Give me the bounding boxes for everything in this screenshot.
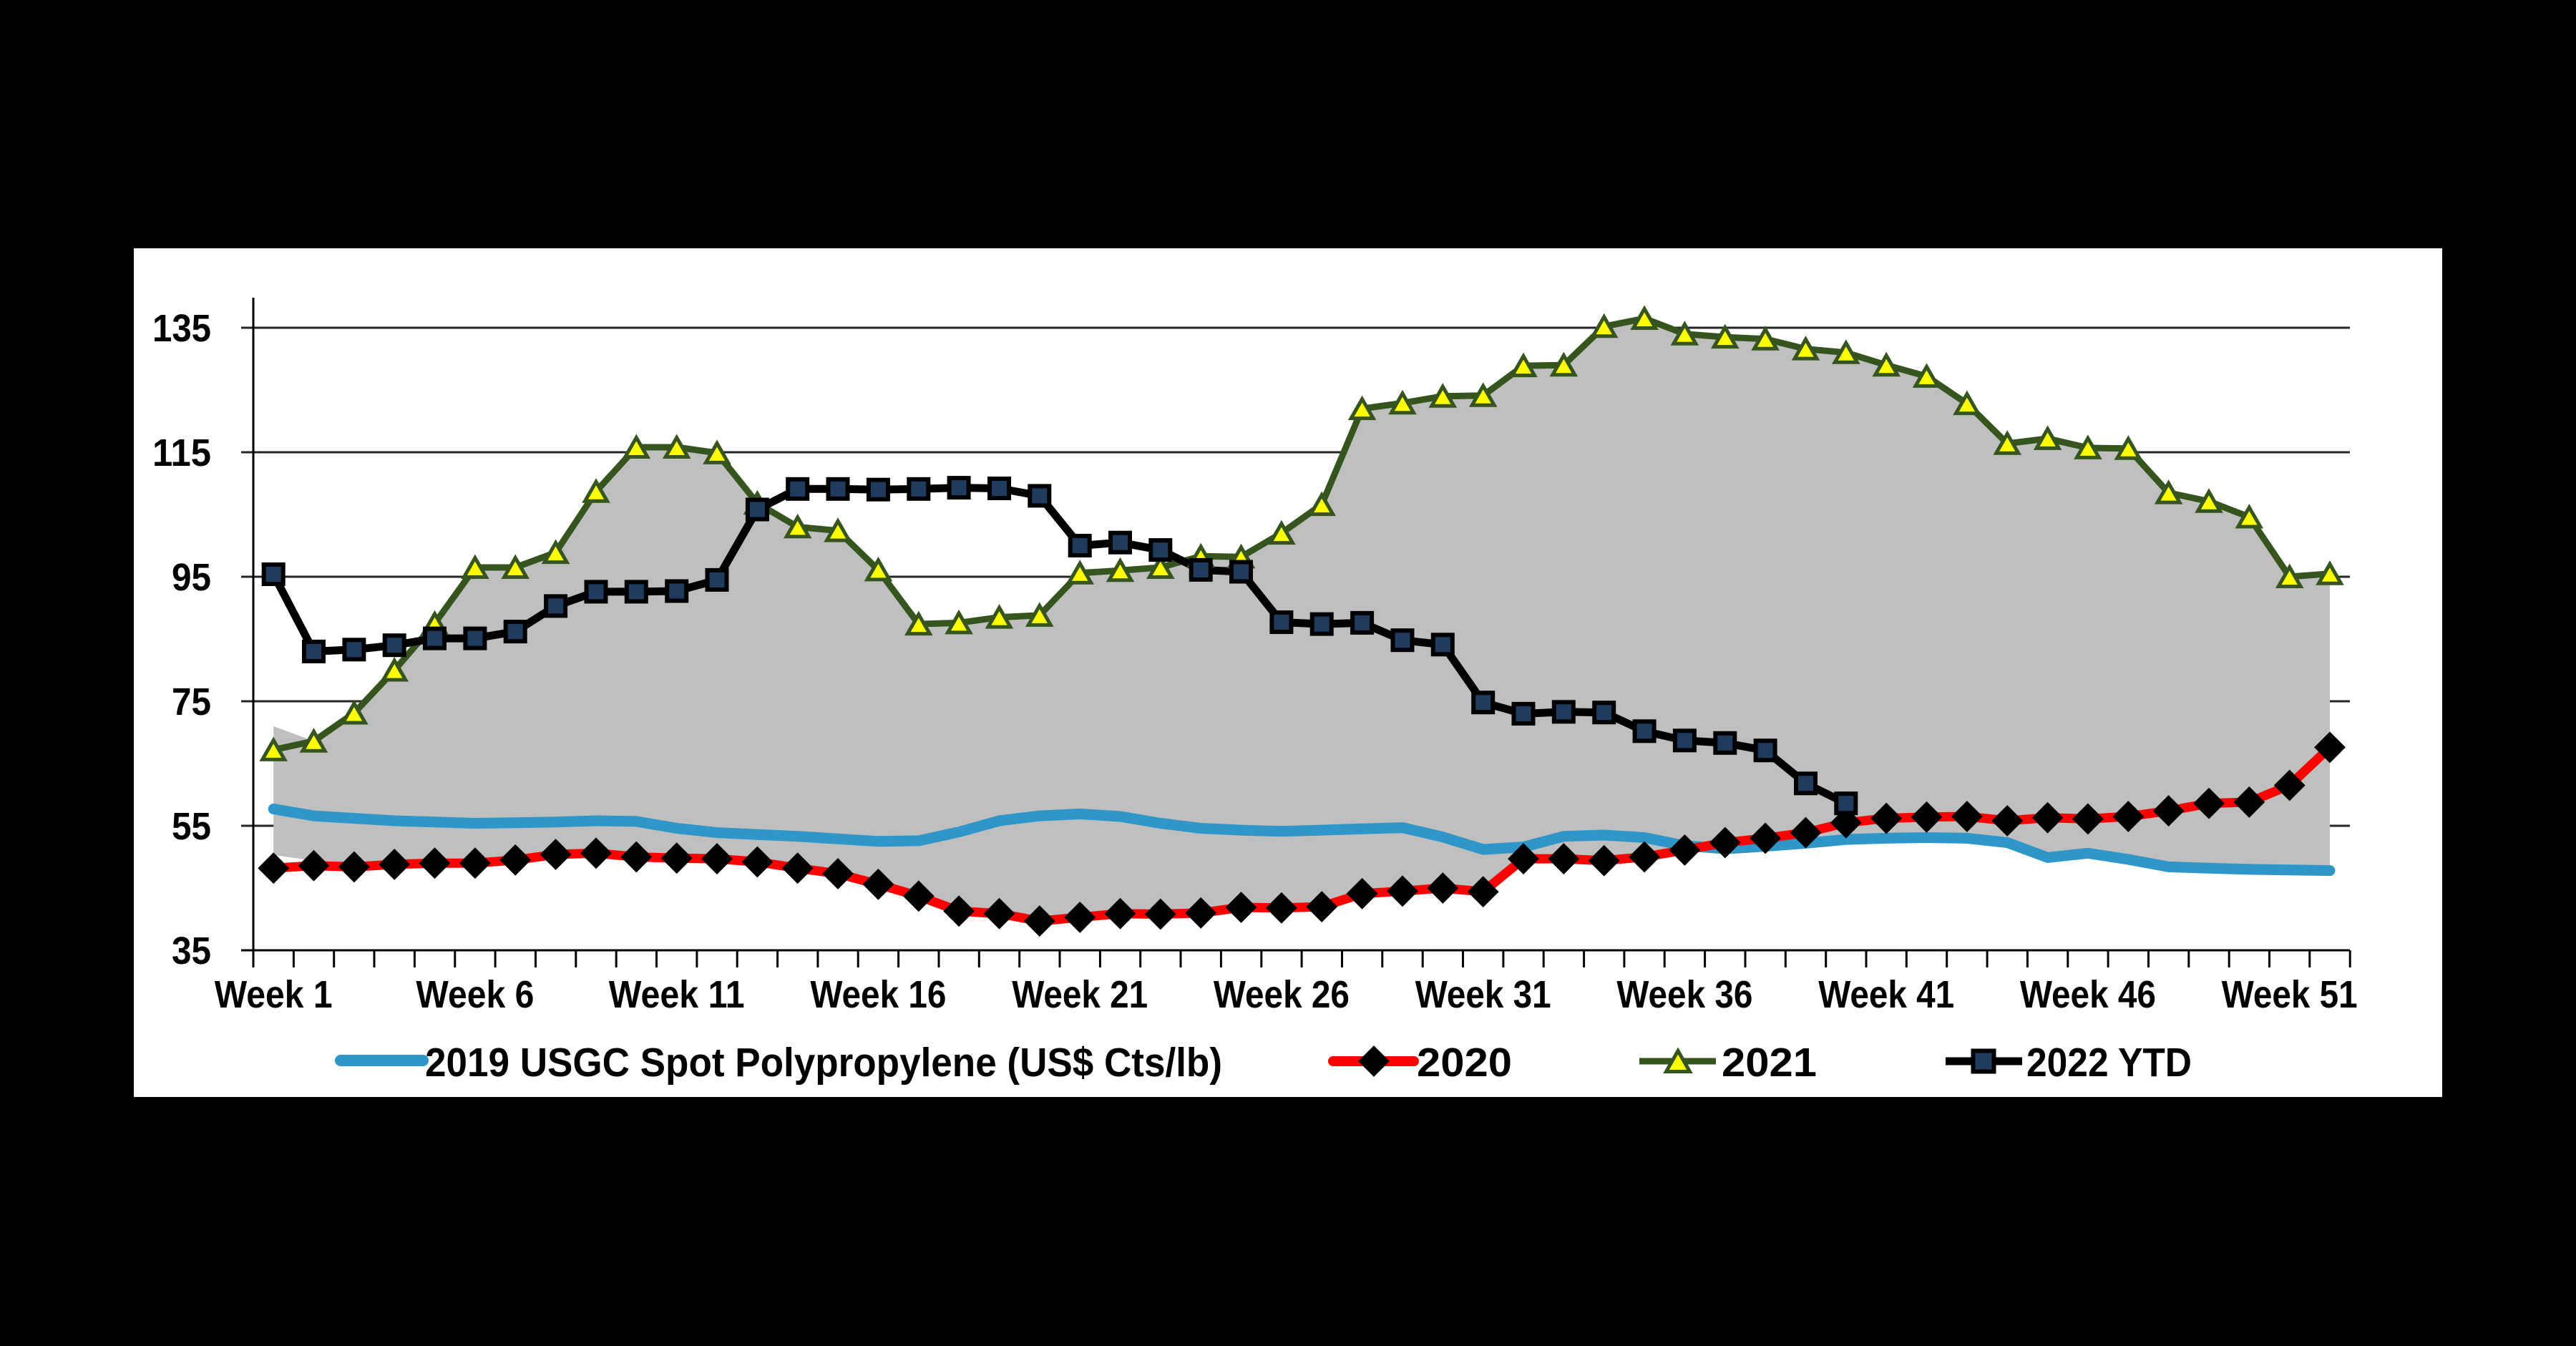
svg-text:Week 41: Week 41 <box>1818 973 1954 1016</box>
svg-text:Week 31: Week 31 <box>1415 973 1551 1016</box>
svg-text:Week 11: Week 11 <box>609 973 745 1016</box>
svg-text:Week 36: Week 36 <box>1616 973 1752 1016</box>
svg-text:Week 46: Week 46 <box>2020 973 2156 1016</box>
svg-text:2022 YTD: 2022 YTD <box>2026 1040 2192 1086</box>
svg-text:135: 135 <box>152 307 211 350</box>
svg-text:2019 USGC Spot Polypropylene (: 2019 USGC Spot Polypropylene (US$ Cts/lb… <box>425 1040 1222 1086</box>
svg-text:55: 55 <box>172 805 211 848</box>
svg-text:2021: 2021 <box>1722 1040 1817 1086</box>
svg-text:Week 26: Week 26 <box>1214 973 1350 1016</box>
svg-text:115: 115 <box>152 431 211 474</box>
svg-text:Week 21: Week 21 <box>1012 973 1148 1016</box>
svg-text:Week 16: Week 16 <box>810 973 946 1016</box>
svg-text:Week 6: Week 6 <box>416 973 534 1016</box>
svg-text:Week 51: Week 51 <box>2222 973 2358 1016</box>
svg-text:2020: 2020 <box>1417 1040 1512 1086</box>
svg-text:75: 75 <box>172 681 211 723</box>
svg-text:Week 1: Week 1 <box>215 973 333 1016</box>
svg-text:95: 95 <box>172 556 211 599</box>
svg-text:35: 35 <box>172 930 211 972</box>
